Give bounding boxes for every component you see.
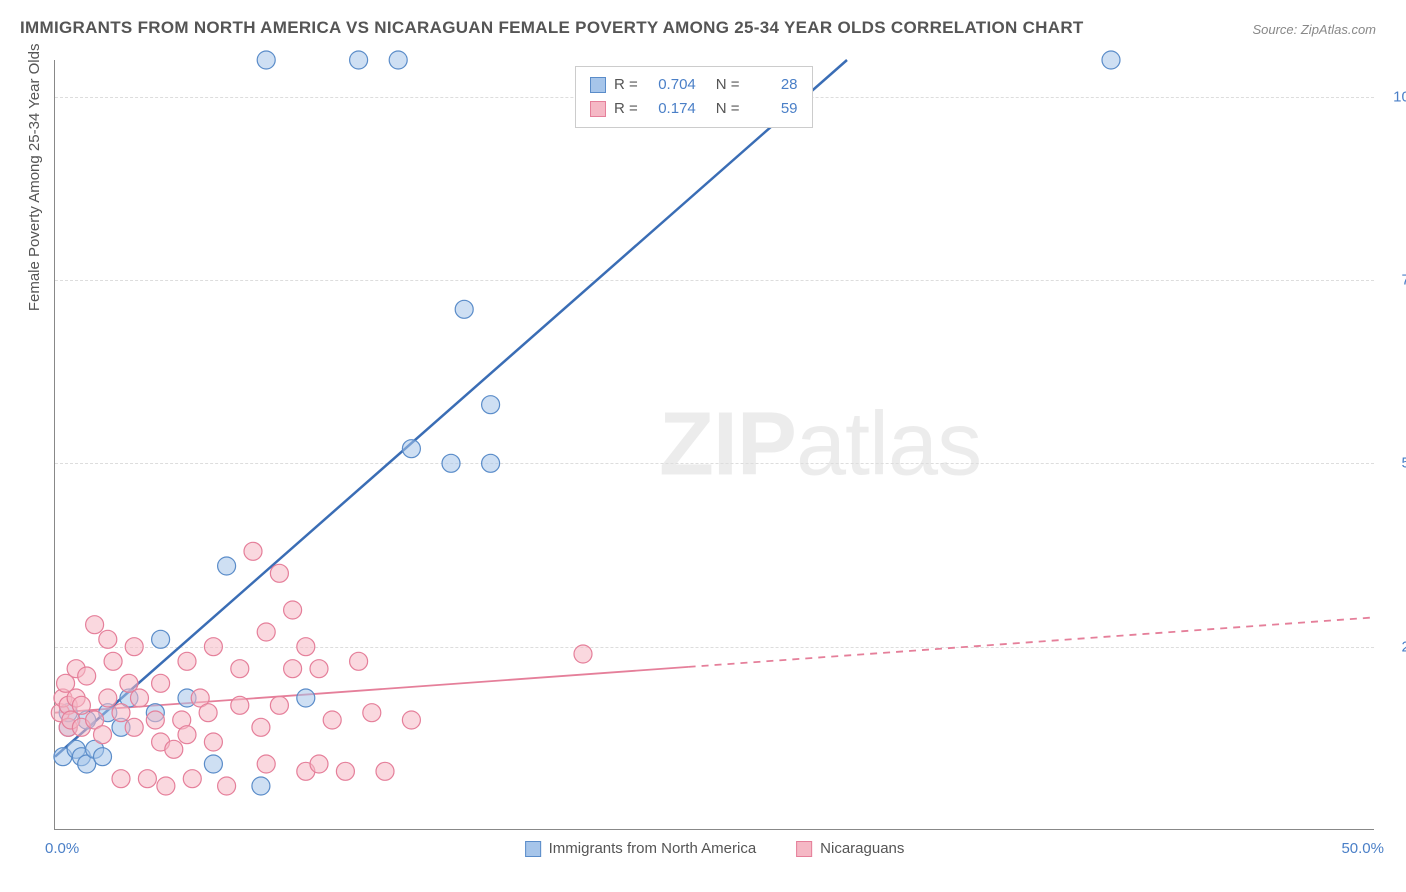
data-point-series-0 [204, 755, 222, 773]
x-tick-label: 0.0% [45, 840, 79, 857]
data-point-series-1 [336, 762, 354, 780]
data-point-series-1 [204, 733, 222, 751]
data-point-series-1 [297, 638, 315, 656]
data-point-series-1 [99, 689, 117, 707]
swatch-series-a [590, 77, 606, 93]
trendline-0 [55, 60, 847, 757]
data-point-series-0 [297, 689, 315, 707]
y-tick-label: 75.0% [1384, 272, 1406, 289]
data-point-series-1 [130, 689, 148, 707]
stats-row-series-b: R = 0.174 N = 59 [590, 97, 798, 121]
data-point-series-1 [323, 711, 341, 729]
data-point-series-1 [231, 696, 249, 714]
legend-item-0: Immigrants from North America [525, 840, 757, 857]
data-point-series-1 [310, 660, 328, 678]
data-point-series-1 [204, 638, 222, 656]
data-point-series-0 [442, 454, 460, 472]
n-label: N = [716, 73, 740, 97]
data-point-series-1 [146, 711, 164, 729]
legend-swatch-1 [796, 841, 812, 857]
stats-row-series-a: R = 0.704 N = 28 [590, 73, 798, 97]
data-point-series-1 [94, 726, 112, 744]
data-point-series-1 [252, 718, 270, 736]
n-value-a: 28 [748, 73, 798, 97]
data-point-series-1 [99, 630, 117, 648]
data-point-series-1 [270, 696, 288, 714]
data-point-series-1 [178, 726, 196, 744]
data-point-series-0 [1102, 51, 1120, 69]
r-label: R = [614, 97, 638, 121]
data-point-series-1 [72, 696, 90, 714]
y-axis-label: Female Poverty Among 25-34 Year Olds [26, 44, 43, 312]
data-point-series-1 [257, 623, 275, 641]
data-point-series-1 [157, 777, 175, 795]
data-point-series-1 [244, 542, 262, 560]
y-tick-label: 25.0% [1384, 638, 1406, 655]
correlation-chart: IMMIGRANTS FROM NORTH AMERICA VS NICARAG… [0, 0, 1406, 892]
n-value-b: 59 [748, 97, 798, 121]
data-point-series-1 [231, 660, 249, 678]
data-point-series-0 [152, 630, 170, 648]
data-point-series-1 [138, 770, 156, 788]
data-point-series-1 [125, 718, 143, 736]
data-point-series-1 [270, 564, 288, 582]
swatch-series-b [590, 101, 606, 117]
data-point-series-1 [112, 770, 130, 788]
data-point-series-0 [350, 51, 368, 69]
chart-title: IMMIGRANTS FROM NORTH AMERICA VS NICARAG… [20, 18, 1084, 38]
data-point-series-1 [152, 674, 170, 692]
data-point-series-1 [218, 777, 236, 795]
plot-area: ZIPatlas R = 0.704 N = 28 R = 0.174 N = … [54, 60, 1374, 830]
y-tick-label: 100.0% [1384, 88, 1406, 105]
data-point-series-0 [252, 777, 270, 795]
data-point-series-1 [574, 645, 592, 663]
data-point-series-1 [284, 601, 302, 619]
data-point-series-1 [376, 762, 394, 780]
x-tick-label: 50.0% [1341, 840, 1384, 857]
data-point-series-1 [165, 740, 183, 758]
data-point-series-1 [178, 652, 196, 670]
data-point-series-0 [389, 51, 407, 69]
source-label: Source: ZipAtlas.com [1252, 22, 1376, 37]
data-point-series-0 [402, 440, 420, 458]
data-point-series-0 [482, 454, 500, 472]
y-tick-label: 50.0% [1384, 455, 1406, 472]
data-point-series-1 [125, 638, 143, 656]
data-point-series-1 [183, 770, 201, 788]
data-point-series-1 [78, 667, 96, 685]
r-value-b: 0.174 [646, 97, 696, 121]
data-point-series-0 [455, 300, 473, 318]
series-legend: Immigrants from North America Nicaraguans [525, 840, 905, 857]
data-point-series-1 [112, 704, 130, 722]
r-value-a: 0.704 [646, 73, 696, 97]
data-point-series-1 [363, 704, 381, 722]
data-point-series-1 [257, 755, 275, 773]
legend-item-1: Nicaraguans [796, 840, 904, 857]
data-point-series-1 [310, 755, 328, 773]
data-point-series-0 [482, 396, 500, 414]
data-point-series-1 [402, 711, 420, 729]
data-point-series-0 [94, 748, 112, 766]
data-point-series-1 [104, 652, 122, 670]
r-label: R = [614, 73, 638, 97]
data-point-series-1 [284, 660, 302, 678]
data-point-series-0 [257, 51, 275, 69]
data-point-series-1 [350, 652, 368, 670]
stats-legend: R = 0.704 N = 28 R = 0.174 N = 59 [575, 66, 813, 128]
trendline-1-dashed [689, 617, 1375, 667]
legend-swatch-0 [525, 841, 541, 857]
data-point-series-0 [218, 557, 236, 575]
legend-label-1: Nicaraguans [820, 840, 904, 857]
data-point-series-1 [199, 704, 217, 722]
legend-label-0: Immigrants from North America [549, 840, 757, 857]
data-point-series-1 [86, 616, 104, 634]
scatter-svg [55, 60, 1374, 829]
n-label: N = [716, 97, 740, 121]
